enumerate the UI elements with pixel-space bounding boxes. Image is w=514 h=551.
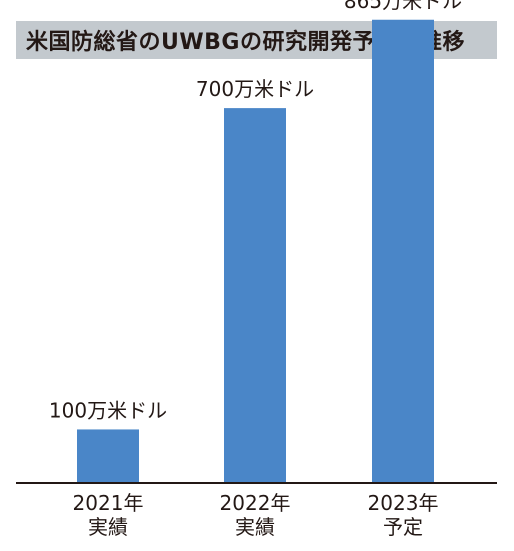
bar-2 [224,108,286,483]
x-tick-status-2: 実績 [235,515,275,539]
value-label-3: 865万米ドル [344,0,462,13]
x-tick-year-1: 2021年 [73,491,144,515]
value-label-2: 700万米ドル [196,77,314,101]
bar-3 [372,19,434,483]
x-tick-year-3: 2023年 [368,491,439,515]
x-tick-status-1: 実績 [88,515,128,539]
bar-1 [77,429,139,483]
x-tick-status-3: 予定 [383,515,423,539]
value-label-1: 100万米ドル [49,398,167,422]
x-tick-year-2: 2022年 [220,491,291,515]
